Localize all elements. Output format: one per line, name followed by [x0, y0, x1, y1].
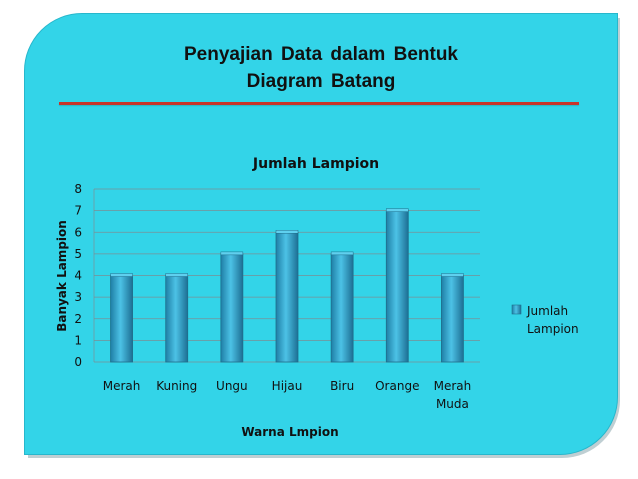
x-tick-label-line: Merah — [103, 379, 141, 393]
bar-cap — [165, 273, 188, 277]
bar-cap — [110, 273, 133, 277]
legend: Jumlah Lampion — [511, 304, 579, 336]
x-tick-label-line: Hijau — [272, 379, 303, 393]
y-axis-title: Banyak Lampion — [55, 220, 69, 332]
bar-ungu — [220, 253, 244, 363]
chart-title: Jumlah Lampion — [252, 156, 379, 172]
y-tick-label: 6 — [74, 225, 82, 239]
title-underline — [59, 102, 579, 105]
legend-label: Jumlah Lampion — [526, 304, 579, 336]
bar-cap — [386, 208, 409, 212]
x-tick-label-line: Kuning — [156, 379, 197, 393]
x-tick-label: Biru — [330, 379, 354, 393]
legend-label-line-1: Jumlah — [526, 304, 568, 318]
legend-swatch — [511, 304, 522, 315]
y-tick-label: 2 — [74, 312, 82, 326]
y-tick-label: 0 — [74, 355, 82, 369]
x-tick-label: Hijau — [272, 379, 303, 393]
bar-hijau — [275, 231, 299, 363]
x-tick-label: Orange — [375, 379, 419, 393]
slide-title-line-1: Penyajian Data dalam Bentuk — [183, 44, 459, 65]
x-axis-title: Warna Lmpion — [241, 425, 338, 439]
legend-label-line-2: Lampion — [527, 322, 579, 336]
slide-panel: Penyajian Data dalam Bentuk Diagram Bata… — [24, 13, 618, 455]
bar-merah-muda — [441, 275, 464, 363]
bar-cap — [275, 230, 299, 234]
y-tick-label: 3 — [74, 290, 82, 304]
y-tick-label: 4 — [74, 269, 82, 283]
tick-labels: 0 1 2 3 4 5 6 7 8 Merah Kuning Ungu Hijau Biru Orange M… — [74, 182, 471, 411]
x-tick-label-line: Merah — [434, 379, 472, 393]
slide-title: Penyajian Data dalam Bentuk Diagram Bata… — [25, 41, 617, 95]
y-tick-label: 7 — [74, 204, 82, 218]
y-tick-label: 1 — [74, 333, 82, 347]
bar-cap — [441, 273, 464, 277]
bar-kuning — [165, 275, 189, 363]
bar-cap — [220, 251, 244, 256]
bar-biru — [330, 253, 354, 363]
x-tick-label: Ungu — [216, 379, 248, 393]
x-tick-label: Kuning — [156, 379, 197, 393]
bars — [110, 208, 464, 363]
x-tick-label-line: Ungu — [216, 379, 248, 393]
x-tick-label: Merah — [103, 379, 141, 393]
bar-cap — [330, 251, 354, 256]
x-tick-label-line: Biru — [330, 379, 354, 393]
x-tick-label: Merah Muda — [434, 379, 472, 411]
x-tick-label-line: Muda — [436, 397, 469, 411]
slide-title-line-2: Diagram Batang — [246, 71, 396, 92]
bar-merah — [110, 275, 133, 363]
bar-orange — [385, 210, 409, 363]
x-tick-label-line: Orange — [375, 379, 419, 393]
y-tick-label: 8 — [74, 182, 82, 196]
y-tick-label: 5 — [74, 247, 82, 261]
